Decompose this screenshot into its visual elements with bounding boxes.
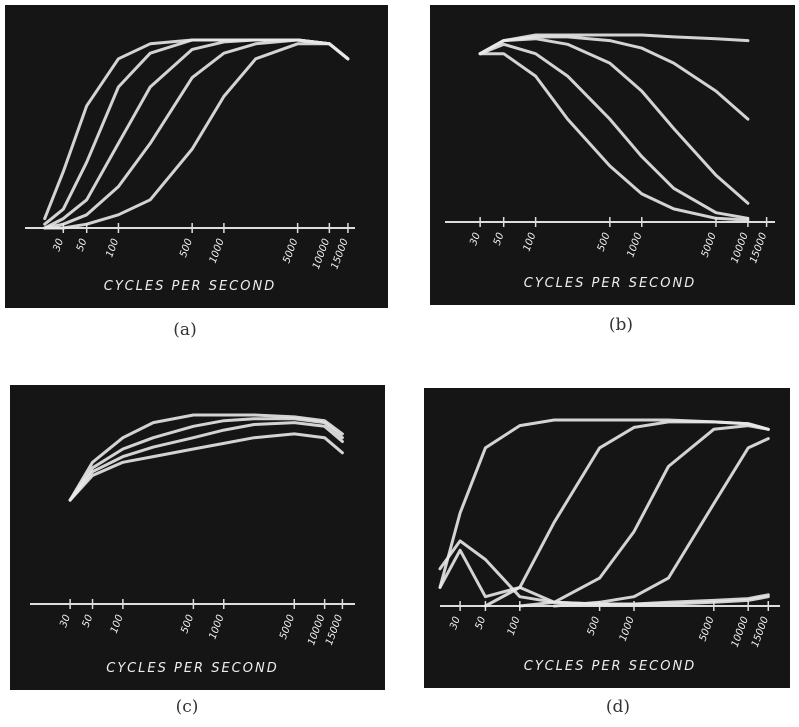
caption: (c) (176, 697, 199, 717)
oscillogram-panel (424, 388, 790, 688)
x-axis-label: CYCLES PER SECOND (106, 661, 278, 676)
caption: (a) (173, 320, 196, 340)
x-axis-label: CYCLES PER SECOND (524, 276, 696, 291)
x-tick-label: 50 (75, 237, 90, 253)
response-curve (68, 421, 344, 502)
x-tick-label: 30 (58, 613, 73, 629)
response-curve (478, 37, 750, 205)
x-tick-label: 30 (448, 615, 463, 631)
x-tick-label: 50 (474, 615, 489, 631)
response-curve (438, 548, 770, 606)
response-curve (518, 424, 770, 608)
response-curve (68, 413, 344, 502)
x-tick-label: 30 (468, 231, 483, 247)
response-curve (68, 432, 344, 502)
caption: (d) (606, 697, 630, 717)
response-curve (68, 417, 344, 502)
x-tick-label: 50 (81, 613, 96, 629)
response-curve (552, 437, 770, 608)
caption: (b) (609, 315, 633, 335)
response-curve (43, 38, 350, 230)
x-axis-label: CYCLES PER SECOND (104, 279, 276, 294)
x-axis-label: CYCLES PER SECOND (524, 659, 696, 674)
response-curve (478, 42, 750, 220)
x-tick-label: 50 (492, 231, 507, 247)
response-curve (483, 420, 770, 608)
x-tick-label: 30 (51, 237, 66, 253)
response-curve (478, 52, 750, 222)
response-curve (43, 42, 350, 230)
